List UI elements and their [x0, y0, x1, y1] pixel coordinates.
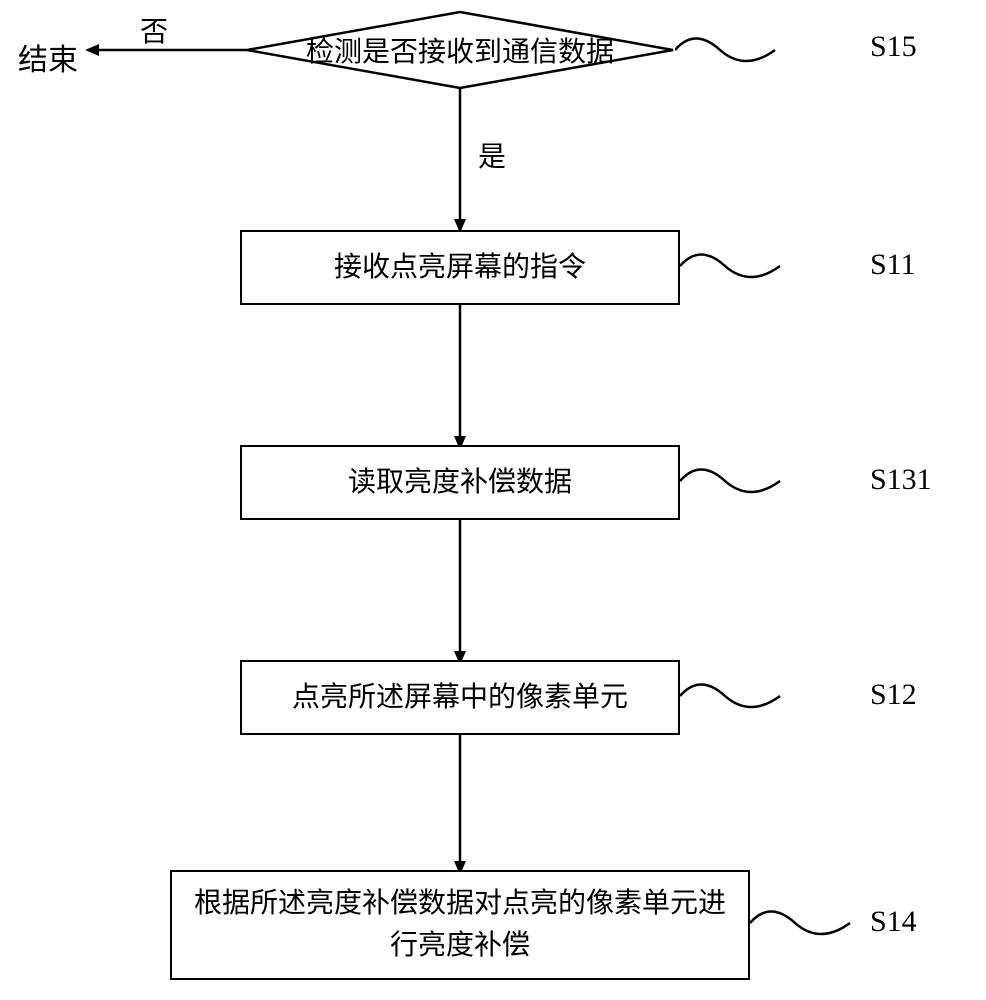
squiggle-s12 — [680, 678, 810, 723]
step-label-s14: S14 — [870, 905, 917, 939]
arrow-1-2 — [452, 305, 468, 455]
step-label-s11: S11 — [870, 248, 916, 282]
box-s131: 读取亮度补偿数据 — [240, 445, 680, 520]
flowchart-container: 检测是否接收到通信数据 S15 否 结束 是 接收点亮屏幕的指令 S11 — [0, 0, 986, 1000]
box-s11-text: 接收点亮屏幕的指令 — [334, 247, 586, 289]
decision-node: 检测是否接收到通信数据 — [245, 10, 675, 90]
arrow-2-3 — [452, 520, 468, 670]
no-label: 否 — [140, 10, 168, 50]
box-s12: 点亮所述屏幕中的像素单元 — [240, 660, 680, 735]
squiggle-s15 — [675, 32, 805, 77]
step-label-s12: S12 — [870, 678, 917, 712]
arrow-3-4 — [452, 735, 468, 880]
box-s14: 根据所述亮度补偿数据对点亮的像素单元进行亮度补偿 — [170, 870, 750, 980]
box-s131-text: 读取亮度补偿数据 — [348, 462, 572, 504]
box-s11: 接收点亮屏幕的指令 — [240, 230, 680, 305]
yes-label: 是 — [478, 135, 506, 175]
squiggle-s14 — [750, 905, 880, 950]
decision-text: 检测是否接收到通信数据 — [245, 30, 675, 70]
end-text: 结束 — [18, 35, 78, 79]
box-s14-text: 根据所述亮度补偿数据对点亮的像素单元进行亮度补偿 — [192, 883, 728, 967]
step-label-s15: S15 — [870, 30, 917, 64]
squiggle-s11 — [680, 248, 810, 293]
step-label-s131: S131 — [870, 463, 932, 497]
squiggle-s131 — [680, 463, 810, 508]
arrow-yes — [452, 88, 468, 238]
box-s12-text: 点亮所述屏幕中的像素单元 — [292, 677, 628, 719]
